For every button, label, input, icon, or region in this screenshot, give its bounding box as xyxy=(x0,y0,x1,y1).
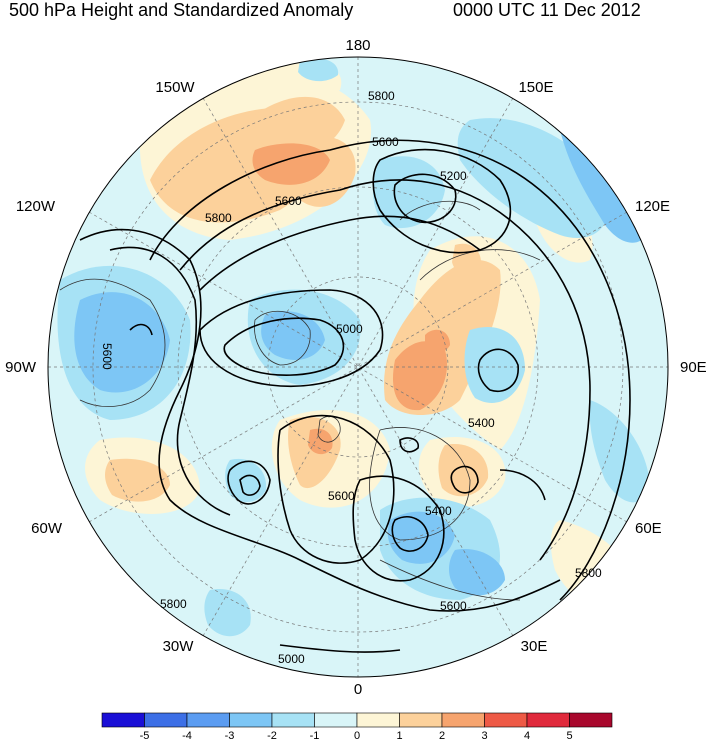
colorbar-tick-label: 3 xyxy=(481,730,487,740)
svg-text:150W: 150W xyxy=(155,79,195,96)
colorbar-swatch xyxy=(569,712,613,728)
svg-text:5600: 5600 xyxy=(372,135,399,149)
svg-text:5800: 5800 xyxy=(575,566,602,580)
svg-text:120E: 120E xyxy=(635,198,670,215)
svg-text:120W: 120W xyxy=(16,198,56,215)
svg-text:0: 0 xyxy=(354,681,362,698)
colorbar-swatch xyxy=(186,712,230,728)
svg-text:60W: 60W xyxy=(31,520,63,537)
valid-time: 0000 UTC 11 Dec 2012 xyxy=(453,0,641,20)
colorbar-tick-label: 5 xyxy=(566,730,572,740)
anomaly-field xyxy=(48,57,668,677)
colorbar-swatch xyxy=(101,712,145,728)
svg-text:5000: 5000 xyxy=(278,652,305,666)
colorbar-swatch xyxy=(441,712,485,728)
svg-text:5400: 5400 xyxy=(468,416,495,430)
svg-text:5800: 5800 xyxy=(205,211,232,225)
colorbar-tick-label: -4 xyxy=(182,730,192,740)
svg-text:180: 180 xyxy=(345,37,370,54)
svg-text:90W: 90W xyxy=(5,359,37,376)
colorbar-tick-label: -2 xyxy=(267,730,277,740)
svg-text:5600: 5600 xyxy=(440,599,467,613)
colorbar-swatch xyxy=(484,712,528,728)
colorbar-tick-label: 0 xyxy=(354,730,360,740)
colorbar-swatch xyxy=(356,712,400,728)
colorbar-tick-label: 2 xyxy=(439,730,445,740)
colorbar-tick-label: -5 xyxy=(140,730,150,740)
colorbar-tick-label: -1 xyxy=(310,730,320,740)
svg-text:90E: 90E xyxy=(680,359,707,376)
svg-text:5800: 5800 xyxy=(160,597,187,611)
svg-text:30W: 30W xyxy=(163,638,195,655)
colorbar-tick-label: 1 xyxy=(396,730,402,740)
svg-text:5400: 5400 xyxy=(425,504,452,518)
colorbar-swatch xyxy=(271,712,315,728)
colorbar-swatch xyxy=(314,712,358,728)
svg-text:5800: 5800 xyxy=(368,89,395,103)
svg-text:150E: 150E xyxy=(518,79,553,96)
svg-text:5000: 5000 xyxy=(336,322,363,336)
colorbar-swatch xyxy=(144,712,188,728)
height-contours xyxy=(79,139,631,653)
longitude-labels: 180 0 90W 90E 150W 150E 120W 120E 60W 60… xyxy=(5,37,707,698)
graticule xyxy=(48,57,668,677)
svg-text:30E: 30E xyxy=(521,638,548,655)
contour-labels: 5800 5600 5200 5800 5600 5000 5600 5400 … xyxy=(100,89,602,666)
colorbar-tick-label: 4 xyxy=(524,730,530,740)
colorbar-swatch xyxy=(229,712,273,728)
colorbar-swatch xyxy=(526,712,570,728)
svg-text:5600: 5600 xyxy=(275,194,302,208)
chart-title: 500 hPa Height and Standardized Anomaly xyxy=(9,0,354,20)
svg-text:60E: 60E xyxy=(635,520,662,537)
svg-text:5600: 5600 xyxy=(328,489,355,503)
colorbar-swatch xyxy=(399,712,443,728)
map-border xyxy=(47,56,669,678)
colorbar-tick-label: -3 xyxy=(225,730,235,740)
svg-text:5600: 5600 xyxy=(100,343,114,370)
svg-text:5200: 5200 xyxy=(440,169,467,183)
colorbar: -5 -4 -3 -2 -1 0 1 2 3 4 5 xyxy=(101,712,613,740)
